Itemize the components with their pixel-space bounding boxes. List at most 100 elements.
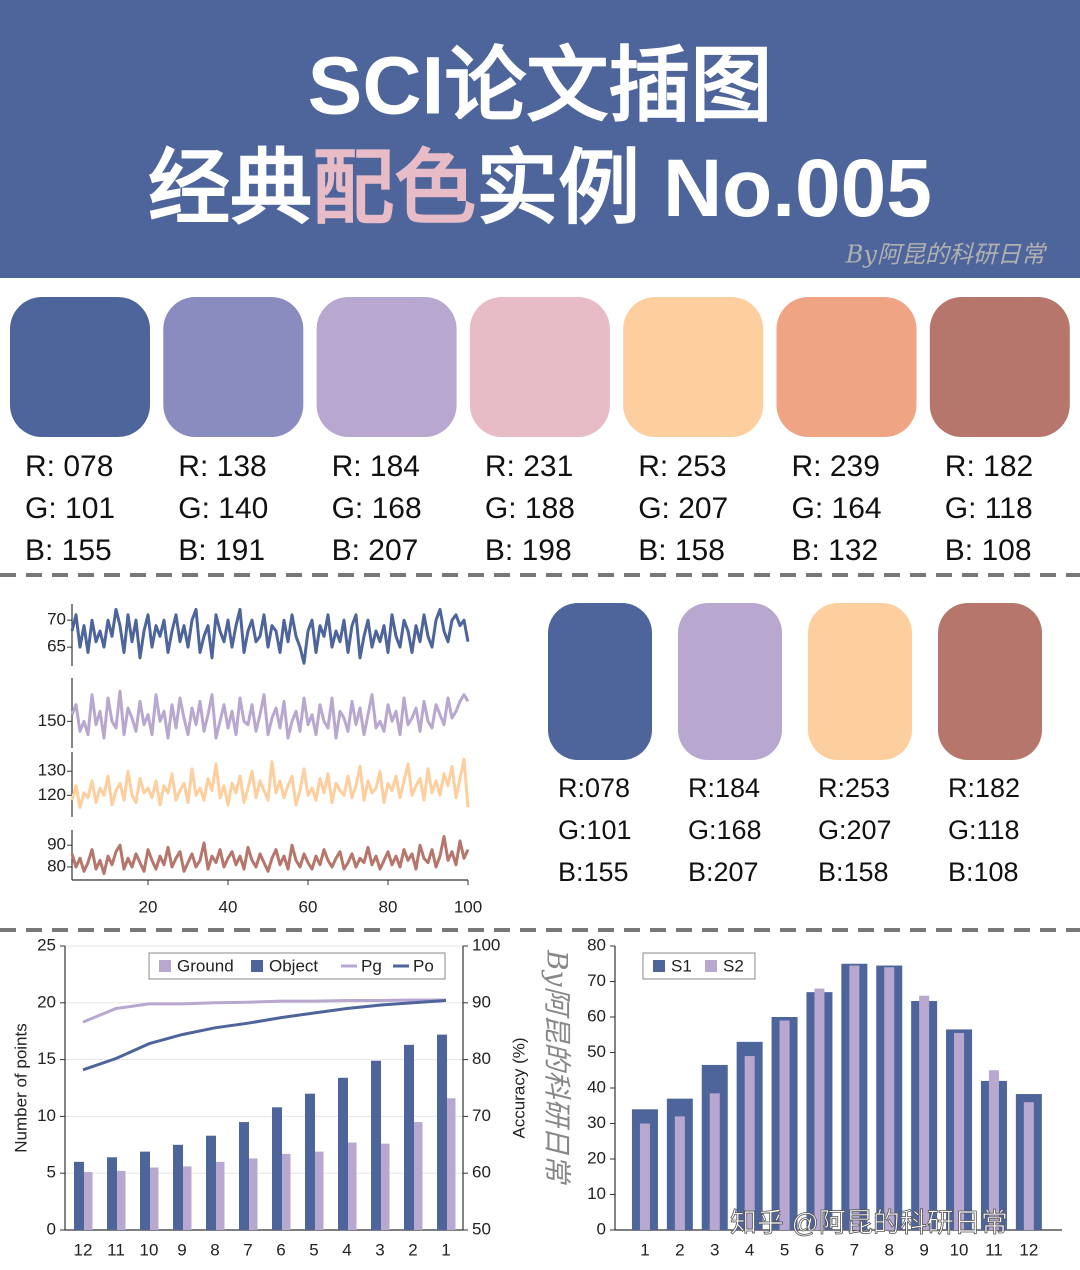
x-tick-label: 11 [985,1240,1003,1259]
swatch [469,297,610,437]
rgb-label: B:155 [558,857,629,887]
vertical-watermark: By阿昆的科研日常 [541,949,574,1185]
x-tick-label: 10 [140,1240,159,1259]
rgb-label: R: 231 [485,450,573,483]
y2-tick-label: 80 [472,1049,491,1068]
rgb-label: R: 182 [945,450,1033,483]
y-tick-label: 25 [37,935,56,954]
swatch [316,297,457,437]
x-tick-label: 11 [107,1240,125,1259]
x-tick-label: 8 [885,1240,894,1259]
bar [919,995,930,1230]
x-tick-label: 60 [299,897,318,916]
swatch [938,603,1042,760]
y2-tick-label: 70 [472,1106,491,1125]
x-tick-label: 9 [919,1240,928,1259]
legend-label: Object [269,956,318,975]
line-series [70,757,470,809]
x-tick-label: 9 [177,1240,186,1259]
bar [884,967,895,1230]
bar [215,1161,225,1230]
bar [116,1170,126,1230]
bar [173,1144,183,1230]
swatch [776,297,917,437]
y-tick-label: 80 [587,935,606,954]
y-tick-label: 10 [37,1106,56,1125]
y-tick-label: 70 [587,971,606,990]
y-tick-label: 20 [37,992,56,1011]
legend-swatch [159,960,171,972]
x-tick-label: 4 [745,1240,754,1259]
x-tick-label: 7 [243,1240,252,1259]
x-tick-label: 12 [1019,1240,1038,1259]
y-tick-label: 90 [47,835,66,854]
bar [305,1093,315,1230]
title-line1: SCI论文插图 [308,41,773,132]
legend-label: Po [413,956,434,975]
bar [849,965,860,1230]
bar [281,1153,291,1230]
rgb-label: B: 207 [332,534,419,567]
title-highlight: 配色 [312,143,476,234]
x-tick-label: 5 [309,1240,318,1259]
rgb-label: B:108 [948,857,1019,887]
y-tick-label: 120 [38,785,66,804]
y-axis-label: Number of points [11,1023,30,1152]
bar [639,1123,650,1230]
bar [149,1167,159,1230]
x-tick-label: 2 [675,1240,684,1259]
x-tick-label: 7 [850,1240,859,1259]
x-tick-label: 1 [640,1240,649,1259]
y-tick-label: 10 [587,1184,606,1203]
y-tick-label: 0 [597,1219,606,1238]
rgb-label: B: 132 [792,534,879,567]
title-part: 经典 [148,143,312,234]
y2-tick-label: 100 [472,935,500,954]
x-tick-label: 80 [379,897,398,916]
header-watermark: By阿昆的科研日常 [845,241,1048,269]
rgb-label: G: 188 [485,492,575,525]
rgb-label: R: 253 [638,450,726,483]
rgb-label: G: 118 [945,492,1033,525]
rgb-label: R:253 [818,773,890,803]
y2-tick-label: 90 [472,992,491,1011]
y-tick-label: 0 [47,1219,56,1238]
line-series [70,607,470,665]
title-line2: 经典配色实例 No.005 [148,143,932,234]
bar [437,1034,447,1230]
x-tick-label: 6 [815,1240,824,1259]
rgb-label: R: 078 [25,450,113,483]
y-tick-label: 20 [587,1148,606,1167]
y2-axis-label: Accuracy (%) [509,1037,528,1138]
bar [380,1143,390,1230]
swatch [163,297,304,437]
rgb-label: G:207 [818,815,892,845]
rgb-label: B: 108 [945,534,1032,567]
bar [988,1070,999,1230]
swatch [10,297,150,437]
rgb-label: G: 207 [638,492,728,525]
bar [404,1044,414,1230]
x-tick-label: 10 [950,1240,969,1259]
bar [83,1172,93,1230]
swatch [929,297,1070,437]
y-tick-label: 5 [47,1163,56,1182]
y-tick-label: 50 [587,1042,606,1061]
rgb-label: R:078 [558,773,630,803]
y-tick-label: 65 [47,637,66,656]
legend-label: Pg [361,956,382,975]
line-series [70,689,470,740]
x-tick-label: 4 [342,1240,351,1259]
y-tick-label: 70 [47,610,66,629]
bar [206,1135,216,1230]
y2-tick-label: 50 [472,1219,491,1238]
rgb-label: R:184 [688,773,760,803]
rgb-label: G: 168 [332,492,422,525]
swatch [808,603,912,760]
bar [74,1161,84,1230]
bar [314,1151,324,1230]
rgb-label: B:158 [818,857,889,887]
line-series [82,998,446,1024]
y-tick-label: 15 [37,1049,56,1068]
